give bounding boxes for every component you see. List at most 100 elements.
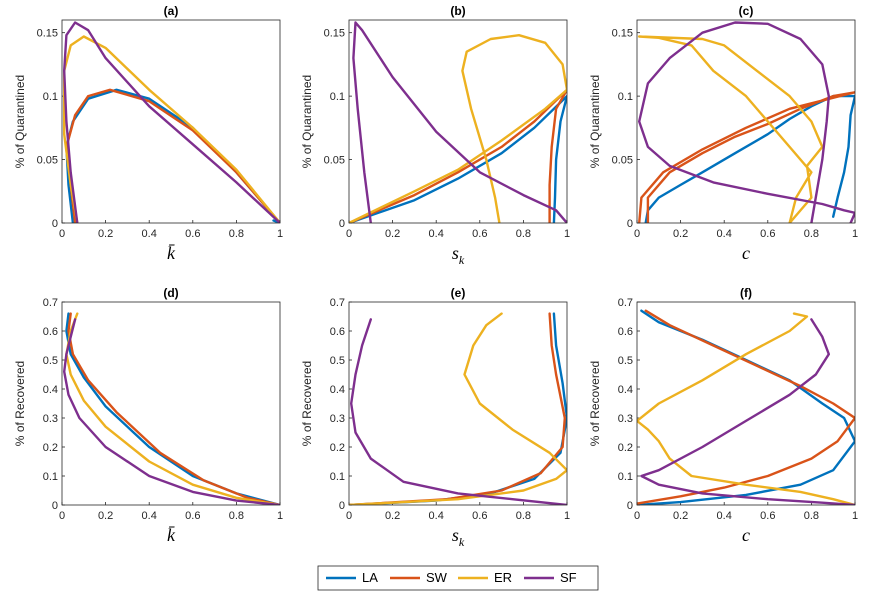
x-axis-label-e: sk <box>452 525 465 549</box>
series-line-b-la <box>349 94 567 223</box>
y-tick-label-a-2: 0.1 <box>43 91 58 103</box>
x-tick-label-d-2: 0.4 <box>142 510 157 522</box>
legend-entry-sf: SF <box>524 570 577 585</box>
axes-frame-e <box>348 301 568 506</box>
subplot-title-f: (f) <box>740 286 752 300</box>
x-tick-label-e-4: 0.8 <box>516 510 531 522</box>
series-line-e-er <box>349 312 567 505</box>
plot-area-e <box>349 302 567 505</box>
x-tick-label-d-5: 1 <box>277 510 283 522</box>
series-line-c-sw <box>638 91 855 223</box>
x-tick-label-f-0: 0 <box>634 510 640 522</box>
y-tick-label-c-2: 0.1 <box>618 91 633 103</box>
x-tick-label-a-3: 0.6 <box>185 228 200 240</box>
y-tick-label-e-7: 0.7 <box>330 297 345 309</box>
x-tick-label-e-5: 1 <box>564 510 570 522</box>
series-line-b-er <box>349 34 567 223</box>
x-tick-label-d-3: 0.6 <box>185 510 200 522</box>
y-tick-label-b-2: 0.1 <box>330 91 345 103</box>
y-tick-label-b-1: 0.05 <box>324 155 345 167</box>
y-tick-label-d-2: 0.2 <box>43 442 58 454</box>
legend-entry-la: LA <box>326 570 378 585</box>
subplot-title-e: (e) <box>451 286 466 300</box>
y-tick-label-e-0: 0 <box>339 500 345 512</box>
x-tick-label-c-4: 0.8 <box>804 228 819 240</box>
axes-frame-d <box>61 301 281 506</box>
legend-label-sf: SF <box>560 570 577 585</box>
x-tick-label-a-2: 0.4 <box>142 228 157 240</box>
y-tick-label-d-6: 0.6 <box>43 326 58 338</box>
series-line-d-sf <box>63 318 280 505</box>
axes-frame-f <box>636 301 856 506</box>
x-tick-label-a-5: 1 <box>277 228 283 240</box>
subplot-f: 0 0.2 0.4 0.6 0.8 1 0 0.1 0.2 0.3 0.4 0.5 0.6 0.7 (f)%… <box>588 286 858 545</box>
subplot-e: 0 0.2 0.4 0.6 0.8 1 0 0.1 0.2 0.3 0.4 0.5 0.6 0.7 (e)%… <box>300 286 570 549</box>
y-tick-label-d-0: 0 <box>52 500 58 512</box>
y-tick-label-e-4: 0.4 <box>330 384 345 396</box>
x-tick-label-c-0: 0 <box>634 228 640 240</box>
legend-entry-er: ER <box>458 570 512 585</box>
x-axis-label-f: c <box>742 525 750 545</box>
subplot-title-c: (c) <box>739 4 754 18</box>
x-tick-label-e-3: 0.6 <box>472 510 487 522</box>
y-tick-label-f-0: 0 <box>627 500 633 512</box>
x-tick-label-b-5: 1 <box>564 228 570 240</box>
legend-label-la: LA <box>362 570 378 585</box>
y-axis-label-e: % of Recovered <box>300 361 314 446</box>
series-line-a-sf <box>63 21 280 223</box>
y-tick-label-f-2: 0.2 <box>618 442 633 454</box>
x-tick-label-b-1: 0.2 <box>385 228 400 240</box>
subplot-d: 0 0.2 0.4 0.6 0.8 1 0 0.1 0.2 0.3 0.4 0.5 0.6 0.7 (d)%… <box>13 286 283 545</box>
y-tick-label-c-1: 0.05 <box>612 155 633 167</box>
x-tick-label-f-5: 1 <box>852 510 858 522</box>
x-tick-label-c-1: 0.2 <box>673 228 688 240</box>
subplot-title-a: (a) <box>164 4 179 18</box>
series-line-c-la <box>644 94 855 223</box>
subplot-b: 0 0.2 0.4 0.6 0.8 1 0 0.05 0.1 0.15 (b) % of Quaran… <box>300 4 570 267</box>
y-tick-label-f-3: 0.3 <box>618 413 633 425</box>
x-tick-label-b-2: 0.4 <box>429 228 444 240</box>
legend-label-sw: SW <box>426 570 448 585</box>
x-tick-label-d-1: 0.2 <box>98 510 113 522</box>
y-axis-label-a: % of Quarantined <box>13 75 27 168</box>
series-line-b-sf <box>352 21 567 223</box>
y-axis-label-d: % of Recovered <box>13 361 27 446</box>
series-line-e-sw <box>349 312 566 505</box>
y-tick-label-f-4: 0.4 <box>618 384 633 396</box>
y-tick-label-f-6: 0.6 <box>618 326 633 338</box>
x-tick-label-c-5: 1 <box>852 228 858 240</box>
x-tick-label-a-1: 0.2 <box>98 228 113 240</box>
x-tick-label-b-3: 0.6 <box>472 228 487 240</box>
x-tick-label-a-0: 0 <box>59 228 65 240</box>
y-tick-label-e-3: 0.3 <box>330 413 345 425</box>
y-tick-label-a-0: 0 <box>52 218 58 230</box>
axes-frame-a <box>61 19 281 224</box>
x-tick-label-f-4: 0.8 <box>804 510 819 522</box>
subplot-title-d: (d) <box>163 286 178 300</box>
y-tick-label-c-0: 0 <box>627 218 633 230</box>
x-tick-label-f-2: 0.4 <box>717 510 732 522</box>
x-tick-label-b-0: 0 <box>346 228 352 240</box>
y-tick-label-d-1: 0.1 <box>43 471 58 483</box>
x-tick-label-e-2: 0.4 <box>429 510 444 522</box>
axes-frame-b <box>348 19 568 224</box>
series-line-e-sf <box>350 318 567 505</box>
x-axis-label-b: sk <box>452 243 465 267</box>
x-tick-label-a-4: 0.8 <box>229 228 244 240</box>
legend-label-er: ER <box>494 570 512 585</box>
series-line-a-er <box>63 35 280 223</box>
legend-entry-sw: SW <box>390 570 448 585</box>
y-tick-label-f-1: 0.1 <box>618 471 633 483</box>
y-tick-label-c-3: 0.15 <box>612 28 633 40</box>
y-tick-label-f-7: 0.7 <box>618 297 633 309</box>
y-tick-label-b-0: 0 <box>339 218 345 230</box>
series-line-f-sw <box>637 309 855 505</box>
series-line-c-er <box>638 35 824 223</box>
x-axis-label-d: k̄ <box>167 525 176 545</box>
y-tick-label-d-3: 0.3 <box>43 413 58 425</box>
plot-area-f <box>637 302 855 505</box>
y-tick-label-e-6: 0.6 <box>330 326 345 338</box>
subplot-grid: 0 0.2 0.4 0.6 0.8 1 0 0.05 0.1 0.15 (a) % of Quaran… <box>13 4 858 549</box>
x-tick-label-f-3: 0.6 <box>760 510 775 522</box>
